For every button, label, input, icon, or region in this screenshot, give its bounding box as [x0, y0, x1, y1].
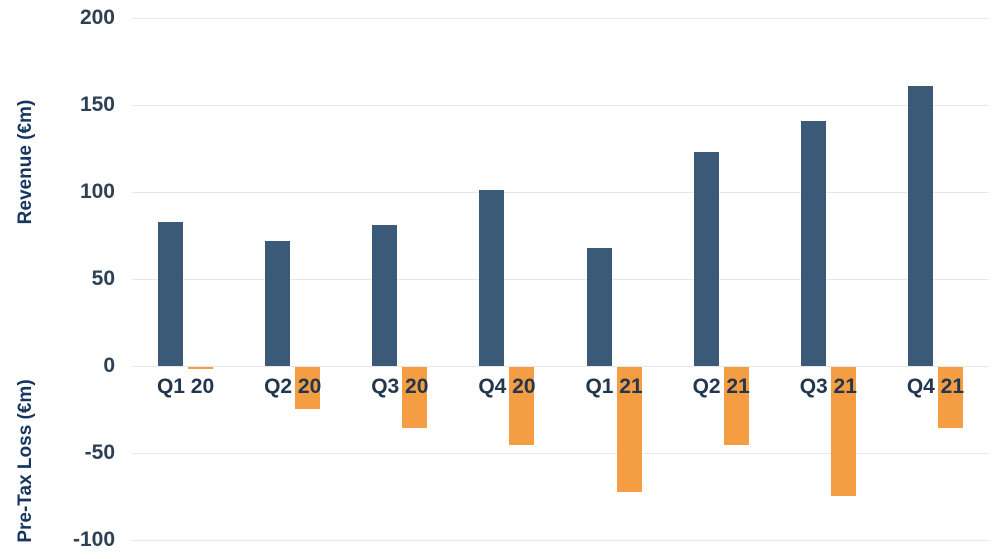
pretax-loss-bar	[937, 367, 963, 428]
gridline	[132, 18, 989, 19]
gridline	[132, 540, 989, 541]
x-axis-label: Q3 20	[371, 375, 429, 398]
revenue-bar	[586, 247, 612, 366]
gridline	[132, 453, 989, 454]
revenue-bar	[265, 240, 291, 366]
pretax-loss-bar	[188, 367, 214, 369]
gridline	[132, 105, 989, 106]
pretax-loss-bar	[509, 367, 535, 446]
x-axis-label: Q1 20	[156, 375, 215, 398]
x-axis-label: Q1 21	[585, 375, 643, 398]
x-axis-label: Q4 20	[478, 375, 536, 398]
y-tick-label: 150	[79, 93, 115, 116]
pretax-loss-bar	[616, 367, 642, 493]
y-tick-label: 200	[79, 6, 115, 29]
y-tick-label: 50	[91, 267, 115, 290]
revenue-bar	[158, 221, 184, 366]
x-axis-label: Q4 21	[906, 375, 965, 398]
revenue-bar	[479, 190, 505, 366]
y-tick-label: -100	[72, 528, 115, 551]
y-tick-label: -50	[84, 441, 115, 464]
x-axis-label: Q2 20	[264, 375, 322, 398]
x-axis-label: Q2 21	[692, 375, 750, 398]
x-axis-label: Q3 21	[799, 375, 857, 398]
pretax-loss-bar	[830, 367, 856, 496]
revenue-bar	[907, 85, 933, 366]
gridline	[132, 192, 989, 193]
pretax-loss-bar	[402, 367, 428, 428]
y-tick-label: 100	[79, 180, 115, 203]
pretax-loss-bar	[723, 367, 749, 446]
gridline	[132, 366, 989, 367]
revenue-bar	[800, 120, 826, 366]
revenue-bar	[693, 151, 719, 366]
y-tick-label: 0	[103, 354, 115, 377]
revenue-bar	[372, 225, 398, 366]
pretax-loss-bar	[295, 367, 321, 409]
gridline	[132, 279, 989, 280]
y-axis-title-revenue: Revenue (€m)	[15, 99, 36, 225]
